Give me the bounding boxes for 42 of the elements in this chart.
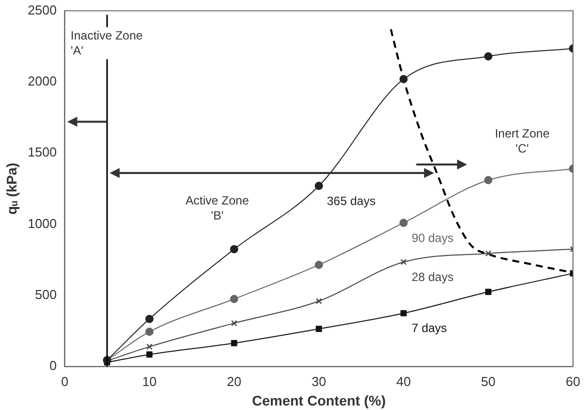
point — [485, 288, 492, 295]
series-label: 28 days — [412, 270, 454, 284]
point — [399, 75, 408, 84]
point — [314, 182, 323, 190]
point — [400, 310, 407, 316]
y-tick-label: 0 — [49, 358, 57, 374]
point — [231, 320, 238, 326]
y-tick-label: 1000 — [28, 216, 57, 231]
y-tick-label: 2000 — [28, 74, 57, 89]
point — [484, 176, 492, 184]
point — [484, 52, 492, 60]
x-tick-label: 30 — [312, 374, 326, 389]
x-axis-title: Cement Content (%) — [252, 392, 386, 408]
point — [146, 344, 153, 350]
annotation: Inert Zone 'C' — [494, 126, 550, 156]
x-tick-label: 60 — [566, 374, 580, 389]
point — [145, 314, 154, 324]
point — [146, 351, 153, 358]
point — [485, 250, 492, 257]
x-tick-label: 10 — [142, 374, 157, 389]
x-tick-label: 40 — [396, 374, 411, 389]
y-tick-label: 500 — [35, 287, 57, 302]
point — [400, 258, 407, 266]
point — [230, 294, 238, 304]
point — [231, 340, 238, 346]
point — [399, 218, 408, 227]
point — [316, 298, 322, 304]
x-tick-label: 20 — [226, 374, 242, 389]
y-axis-title: qᵤ (kPa) — [3, 162, 20, 215]
y-tick-label: 2500 — [28, 2, 57, 18]
point — [145, 328, 154, 336]
point — [314, 260, 323, 269]
series-label: 365 days — [326, 194, 376, 208]
series-label: 90 days — [412, 230, 454, 245]
x-tick-label: 50 — [481, 374, 496, 389]
y-tick-label: 1500 — [28, 144, 57, 160]
series-label: 7 days — [412, 321, 447, 336]
annotation: Active Zone 'B' — [186, 193, 250, 222]
annotation: Inactive Zone 'A' — [70, 28, 144, 58]
point — [230, 245, 238, 254]
x-tick-label: 0 — [61, 374, 68, 389]
point — [316, 326, 322, 332]
